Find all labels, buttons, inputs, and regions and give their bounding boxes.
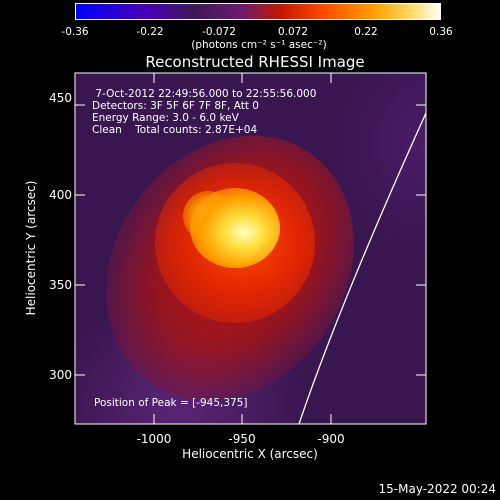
peak-position-label: Position of Peak = [-945,375] [94, 397, 248, 409]
colorbar-tick: -0.36 [61, 26, 89, 38]
x-tick: -1000 [136, 432, 172, 446]
time-range-label: 7-Oct-2012 22:49:56.000 to 22:55:56.000 [92, 88, 317, 100]
plot-frame [74, 72, 427, 425]
colorbar-units: (photons cm⁻² s⁻¹ asec⁻²) [191, 39, 327, 51]
x-tick: -950 [228, 432, 256, 446]
colorbar-tick: 0.072 [277, 26, 309, 38]
y-tick: 450 [49, 91, 72, 105]
footer-timestamp: 15-May-2022 00:24 [378, 482, 496, 496]
emission-peak [190, 188, 280, 268]
energy-range-label: Energy Range: 3.0 - 6.0 keV [92, 112, 239, 124]
image-title: Reconstructed RHESSI Image [145, 53, 365, 71]
y-tick: 400 [49, 188, 72, 202]
y-tick: 350 [49, 278, 72, 292]
y-axis-label: Heliocentric Y (arcsec) [24, 180, 38, 316]
colorbar-tick: 0.22 [354, 26, 378, 38]
x-tick: -900 [317, 432, 345, 446]
image-plot [75, 73, 426, 424]
colorbar-tick: 0.36 [429, 26, 453, 38]
colorbar-tick: -0.072 [202, 26, 236, 38]
colorbar [75, 3, 441, 20]
clean-counts-label: Clean Total counts: 2.87E+04 [92, 124, 258, 136]
x-axis-label: Heliocentric X (arcsec) [182, 447, 318, 461]
detectors-label: Detectors: 3F 5F 6F 7F 8F, Att 0 [92, 100, 259, 112]
colorbar-tick: -0.22 [136, 26, 164, 38]
y-tick: 300 [49, 368, 72, 382]
limb-curve [298, 112, 426, 424]
